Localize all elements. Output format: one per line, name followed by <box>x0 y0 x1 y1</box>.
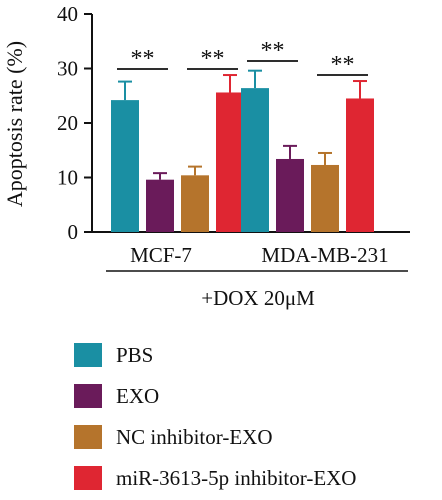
legend: PBS EXO NC inhibitor-EXO miR-3613-5p inhibi… <box>74 343 356 490</box>
bar-nc-inhibitor-exo-mcf-7 <box>181 175 209 232</box>
bar-nc-inhibitor-exo-mda-mb-231 <box>311 164 339 232</box>
significance-label: ** <box>261 38 285 64</box>
legend-swatch <box>74 384 102 408</box>
y-tick-label: 10 <box>57 166 78 190</box>
y-tick-label: 30 <box>57 57 78 81</box>
significance-label: ** <box>331 52 355 78</box>
category-label: MDA-MB-231 <box>261 243 388 267</box>
bar-pbs-mda-mb-231 <box>241 88 269 233</box>
y-tick-label: 40 <box>57 2 78 26</box>
y-axis-label: Apoptosis rate (%) <box>2 41 27 207</box>
x-axis-label: +DOX 20μM <box>201 286 315 310</box>
significance-label: ** <box>201 46 225 72</box>
y-tick-label: 20 <box>57 111 78 135</box>
bars <box>111 69 374 233</box>
bar-exo-mda-mb-231 <box>276 158 304 232</box>
legend-swatch <box>74 425 102 449</box>
legend-swatch <box>74 343 102 367</box>
bar-pbs-mcf-7 <box>111 100 139 232</box>
bar-mir-3613-5p-inhibitor-exo-mda-mb-231 <box>346 98 374 232</box>
category-labels: MCF-7 MDA-MB-231 <box>106 243 408 272</box>
category-label: MCF-7 <box>130 243 192 267</box>
legend-label: EXO <box>116 384 159 408</box>
y-ticks: 0 10 20 30 40 <box>57 2 92 244</box>
bar-exo-mcf-7 <box>146 179 174 232</box>
legend-swatch <box>74 466 102 490</box>
legend-label: NC inhibitor-EXO <box>116 425 273 449</box>
significance-markers: ** ** ** ** <box>117 38 368 78</box>
legend-label: miR-3613-5p inhibitor-EXO <box>116 466 356 490</box>
significance-label: ** <box>131 46 155 72</box>
y-tick-label: 0 <box>68 220 79 244</box>
bar-mir-3613-5p-inhibitor-exo-mcf-7 <box>216 92 244 232</box>
legend-label: PBS <box>116 343 153 367</box>
